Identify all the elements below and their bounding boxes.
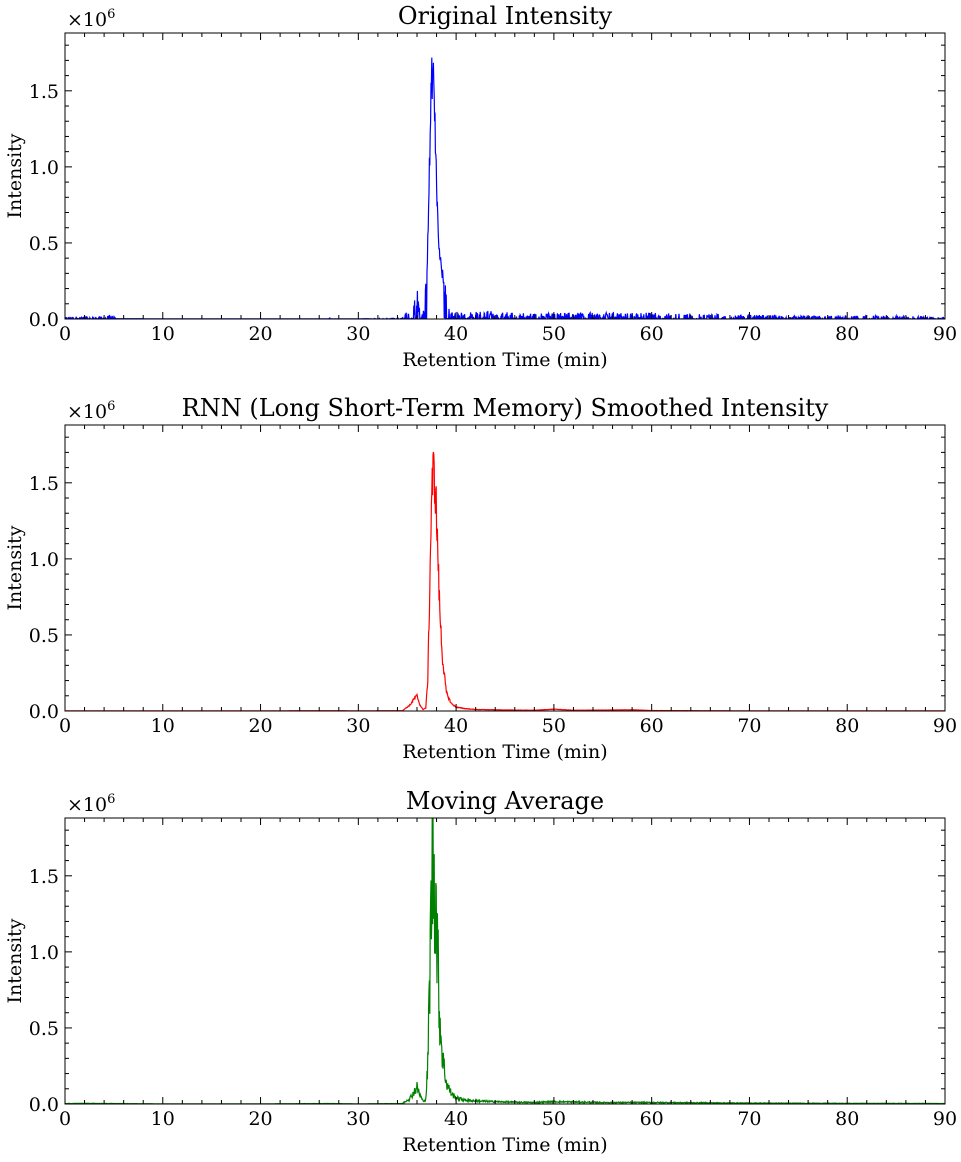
y-tick-label: 0.5	[29, 1018, 59, 1040]
x-tick-label: 70	[737, 715, 761, 737]
chart-panel-rnn-smoothed: RNN (Long Short-Term Memory) Smoothed In…	[4, 394, 957, 763]
y-tick-label: 0.0	[29, 309, 59, 331]
y-tick-label: 1.0	[29, 157, 59, 179]
chart-title: RNN (Long Short-Term Memory) Smoothed In…	[182, 394, 829, 422]
y-tick-label: 1.0	[29, 549, 59, 571]
x-tick-label: 0	[59, 323, 71, 345]
x-tick-label: 60	[640, 1108, 664, 1130]
x-tick-label: 30	[346, 715, 370, 737]
y-multiplier: ×106	[67, 792, 115, 816]
x-tick-label: 0	[59, 1108, 71, 1130]
y-axis-label: Intensity	[4, 918, 26, 1003]
x-tick-label: 10	[151, 715, 175, 737]
x-tick-label: 50	[542, 1108, 566, 1130]
x-tick-label: 70	[737, 323, 761, 345]
x-tick-label: 40	[444, 715, 468, 737]
plot-frame	[64, 817, 946, 1105]
y-tick-label: 1.5	[29, 473, 59, 495]
plot-frame	[64, 32, 946, 320]
x-tick-label: 30	[346, 323, 370, 345]
x-tick-label: 60	[640, 715, 664, 737]
x-tick-label: 50	[542, 715, 566, 737]
series-line	[65, 57, 945, 319]
y-tick-label: 0.0	[29, 1094, 59, 1116]
x-tick-label: 90	[933, 715, 957, 737]
y-tick-label: 0.5	[29, 625, 59, 647]
y-multiplier: ×106	[67, 7, 115, 31]
x-tick-label: 40	[444, 1108, 468, 1130]
y-multiplier: ×106	[67, 399, 115, 423]
x-axis-label: Retention Time (min)	[402, 349, 607, 371]
x-tick-label: 90	[933, 1108, 957, 1130]
x-tick-label: 60	[640, 323, 664, 345]
x-tick-label: 80	[835, 323, 859, 345]
y-axis-label: Intensity	[4, 133, 26, 218]
x-tick-label: 0	[59, 715, 71, 737]
series-line	[65, 818, 945, 1104]
x-tick-label: 80	[835, 715, 859, 737]
y-tick-label: 0.5	[29, 233, 59, 255]
y-tick-label: 1.0	[29, 942, 59, 964]
y-tick-label: 1.5	[29, 866, 59, 888]
plot-frame	[64, 424, 946, 712]
x-axis-label: Retention Time (min)	[402, 1134, 607, 1156]
y-tick-label: 0.0	[29, 701, 59, 723]
y-axis-label: Intensity	[4, 525, 26, 610]
x-tick-label: 40	[444, 323, 468, 345]
x-tick-label: 20	[248, 1108, 272, 1130]
x-tick-label: 30	[346, 1108, 370, 1130]
x-axis-label: Retention Time (min)	[402, 741, 607, 763]
x-tick-label: 70	[737, 1108, 761, 1130]
x-tick-label: 10	[151, 323, 175, 345]
chart-panel-moving-average: Moving Average ×106 Intensity Retention …	[4, 787, 957, 1156]
series-line	[65, 451, 945, 711]
chart-panel-original: Original Intensity ×106 Intensity Retent…	[4, 2, 957, 371]
x-tick-label: 80	[835, 1108, 859, 1130]
chart-title: Moving Average	[406, 787, 604, 815]
x-tick-label: 20	[248, 715, 272, 737]
chart-title: Original Intensity	[398, 2, 613, 30]
x-tick-label: 90	[933, 323, 957, 345]
x-tick-label: 50	[542, 323, 566, 345]
y-tick-label: 1.5	[29, 81, 59, 103]
x-tick-label: 20	[248, 323, 272, 345]
x-tick-label: 10	[151, 1108, 175, 1130]
